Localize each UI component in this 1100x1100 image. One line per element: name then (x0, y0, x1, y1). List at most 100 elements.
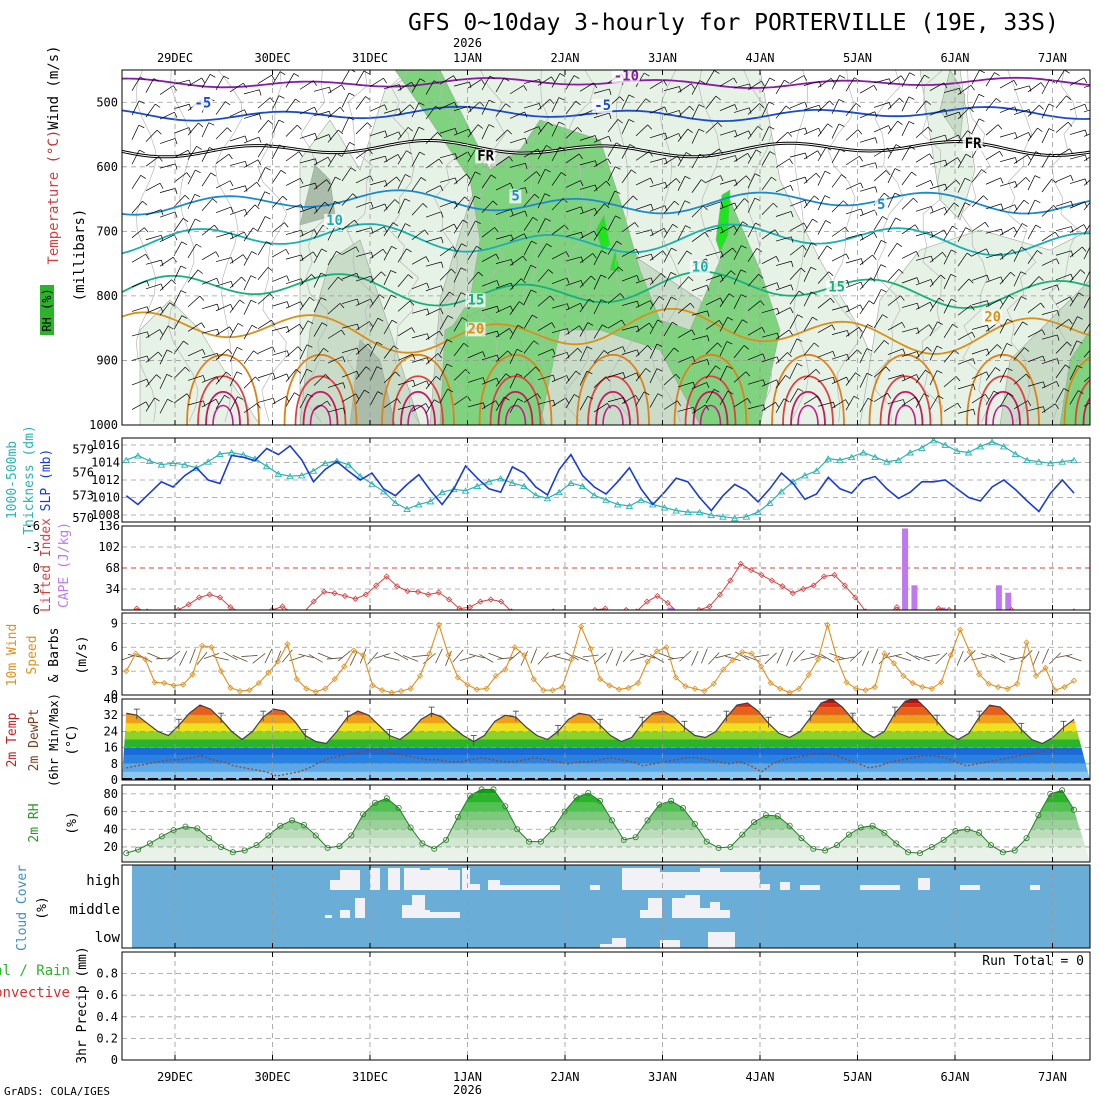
barb-shaft (369, 104, 385, 112)
barb-shaft (173, 194, 186, 208)
wind-barb (573, 655, 589, 662)
barb-flag (216, 278, 220, 284)
barb-shaft (1013, 347, 1025, 361)
barb-flag (244, 135, 248, 142)
barb-shaft (719, 77, 734, 87)
barb-shaft (887, 168, 896, 184)
wind-barb (481, 75, 496, 91)
wind-barb (355, 175, 374, 184)
isotherm-label: 10 (692, 259, 709, 275)
wind-barb (425, 376, 441, 390)
barb-flag (394, 199, 400, 204)
wind-barb (495, 282, 514, 289)
barb-flag (899, 97, 904, 103)
barb-shaft (523, 240, 532, 256)
barb-flag (422, 203, 428, 208)
barb-shaft (1083, 133, 1090, 137)
rh-point (644, 817, 651, 824)
barb-shaft (257, 143, 267, 158)
lifted-index-point (758, 571, 765, 579)
wind-barb (271, 350, 290, 357)
barb-flag (161, 260, 164, 267)
barb-flag (507, 350, 513, 356)
barb-flag (1082, 246, 1087, 252)
barb-shaft (509, 373, 518, 389)
barb-shaft (761, 379, 777, 387)
barb-shaft (607, 119, 619, 133)
wind-speed-point (236, 687, 244, 695)
barb-flag (760, 300, 765, 306)
barb-shaft (341, 219, 355, 231)
wind-barb (159, 163, 178, 170)
wind-barb (243, 403, 261, 414)
barb-flag (355, 393, 360, 400)
wind-barb (845, 258, 864, 265)
cape-bar (995, 585, 1002, 610)
wind-barb (452, 649, 464, 663)
wind-barb (677, 406, 696, 414)
barb-shaft (901, 251, 917, 259)
barb-flag (707, 310, 710, 317)
barb-shaft (299, 158, 316, 164)
wind-barb (957, 305, 975, 316)
wind-barb (677, 276, 694, 290)
lifted-index-point (383, 573, 390, 580)
barb-flag (609, 88, 612, 95)
barb-shaft (957, 154, 967, 169)
barb-shaft (257, 319, 272, 330)
warm-isotherm (212, 404, 234, 425)
wind-speed-point (995, 683, 1002, 691)
barb-shaft (565, 394, 575, 409)
barb-shaft (383, 398, 398, 408)
wind-barb (196, 651, 208, 665)
wind-barb (453, 317, 468, 332)
wind-speed-point (502, 666, 509, 673)
lifted-index-point (999, 612, 1004, 617)
thickness-point (648, 501, 657, 508)
wind-barb (885, 653, 902, 659)
barb-flag (559, 73, 566, 77)
y-tick-label: 1000 (89, 418, 118, 432)
barb-flag (420, 177, 427, 182)
barb-shaft (649, 80, 664, 90)
wind-barb (313, 179, 331, 190)
wind-barb (691, 80, 706, 95)
barb-shaft (425, 353, 439, 365)
wind-barb (131, 253, 150, 263)
wind-barb (579, 184, 598, 191)
barb-shaft (481, 305, 498, 312)
barb-flag (832, 351, 836, 358)
barb-shaft (733, 153, 748, 162)
barb-flag (497, 331, 500, 338)
barb-shaft (537, 193, 546, 209)
barb-shaft (369, 317, 379, 333)
wind-barb (593, 158, 612, 168)
barb-shaft (523, 193, 535, 207)
thickness-point (145, 457, 154, 464)
rh-tick-label: 40 (104, 822, 118, 836)
barb-shaft (719, 247, 733, 259)
wind-barb (943, 111, 962, 118)
rh-tick-label: 80 (104, 787, 118, 801)
barb-flag (702, 205, 708, 211)
wind-speed-point (852, 685, 860, 692)
wind-speed-point (634, 679, 642, 687)
barb-flag (531, 314, 538, 319)
barb-flag (342, 356, 346, 363)
wind-barb (369, 77, 388, 88)
wind-barb (229, 185, 248, 192)
wind-barb (929, 321, 943, 337)
barb-flag (701, 179, 707, 184)
barb-flag (174, 138, 178, 145)
barb-shaft (383, 246, 392, 261)
wind-barb (215, 180, 234, 189)
pressure-axis-title: (millibars) (72, 209, 88, 302)
barb-shaft (985, 344, 998, 357)
wind-speed-point (568, 656, 575, 663)
barb-flag (490, 174, 497, 179)
barb-shaft (229, 135, 246, 142)
barb-shaft (257, 397, 274, 403)
wind-barb (747, 327, 766, 336)
lifted-index-point (978, 612, 983, 617)
wind-barb (971, 393, 989, 404)
